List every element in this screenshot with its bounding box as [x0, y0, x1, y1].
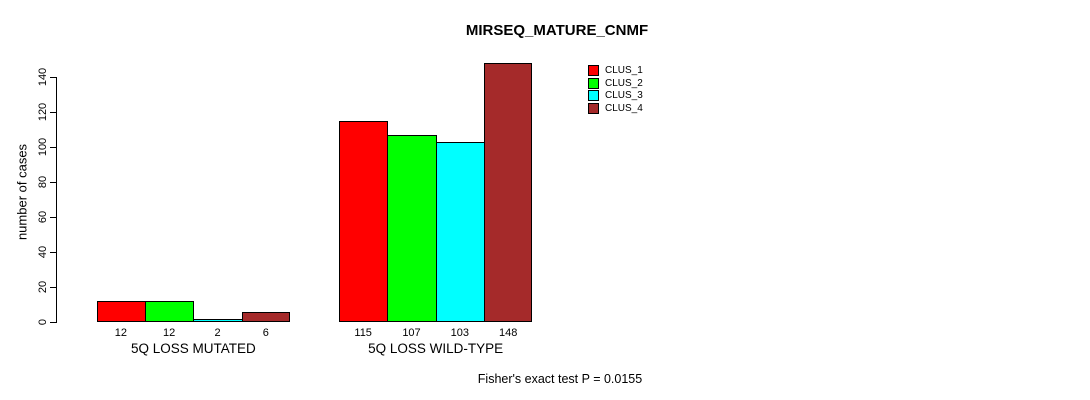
y-tick-label: 120: [37, 102, 49, 122]
y-tick-label: 0: [37, 318, 49, 326]
bar-clus_1-group1: [96, 301, 147, 322]
legend-item: CLUS_4: [588, 102, 643, 115]
y-axis-label: number of cases: [14, 143, 30, 241]
bar-clus_3-group1: [193, 318, 243, 322]
y-tick-label: 20: [37, 280, 49, 294]
legend-swatch-clus_1: [588, 65, 599, 76]
bar-value-label: 12: [114, 327, 127, 339]
y-axis-line: [56, 77, 57, 323]
stat-annotation: Fisher's exact test P = 0.0155: [477, 372, 643, 386]
y-tick-mark: [50, 322, 56, 323]
bar-clus_2-group1: [145, 301, 195, 322]
legend-label: CLUS_3: [605, 90, 643, 102]
y-tick-mark: [50, 182, 56, 183]
legend-label: CLUS_2: [605, 77, 643, 89]
legend-item: CLUS_3: [588, 89, 643, 102]
bar-value-label: 6: [262, 327, 269, 339]
legend-swatch-clus_2: [588, 77, 599, 89]
bar-clus_4-group2: [483, 63, 533, 322]
y-tick-label: 100: [37, 137, 49, 157]
y-tick-label: 140: [37, 67, 49, 87]
bar-value-label: 115: [354, 327, 372, 339]
bar-value-label: 12: [163, 327, 176, 339]
y-tick-label: 80: [37, 175, 49, 189]
bar-value-label: 148: [498, 327, 518, 339]
bar-clus_1-group2: [339, 120, 389, 322]
bar-clus_2-group2: [387, 134, 437, 322]
y-tick-mark: [50, 287, 56, 288]
bar-clus_3-group2: [435, 141, 485, 322]
legend-swatch-clus_4: [588, 103, 599, 115]
y-tick-mark: [50, 252, 56, 253]
category-label: 5Q LOSS MUTATED: [130, 341, 256, 356]
legend-label: CLUS_4: [605, 103, 643, 115]
y-tick-mark: [50, 217, 56, 218]
y-tick-mark: [50, 77, 56, 78]
category-label: 5Q LOSS WILD-TYPE: [368, 341, 504, 356]
bar-clus_4-group1: [241, 311, 291, 322]
y-tick-mark: [50, 147, 56, 148]
legend-label: CLUS_1: [605, 65, 643, 76]
bar-value-label: 103: [450, 327, 469, 339]
chart-title: MIRSEQ_MATURE_CNMF: [465, 22, 649, 39]
y-tick-mark: [50, 112, 56, 113]
y-tick-label: 40: [37, 245, 49, 259]
bar-value-label: 2: [214, 327, 221, 339]
legend-swatch-clus_3: [588, 90, 599, 102]
bar-value-label: 107: [402, 327, 421, 339]
y-tick-label: 60: [37, 210, 49, 224]
legend-item: CLUS_2: [588, 77, 643, 90]
legend-item: CLUS_1: [588, 64, 643, 77]
